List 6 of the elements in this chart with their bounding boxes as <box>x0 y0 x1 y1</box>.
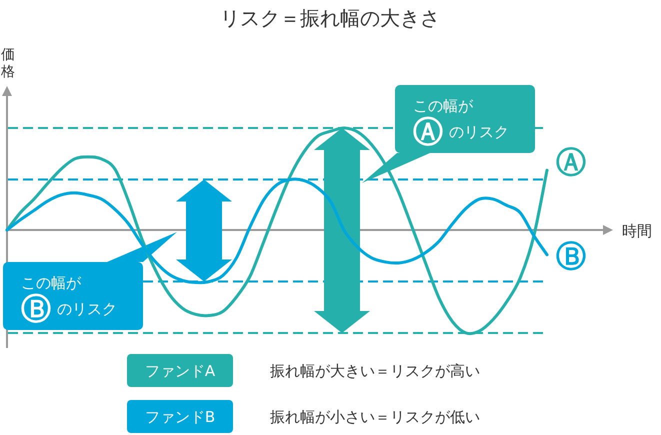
y-axis-title: 価格 <box>0 47 15 80</box>
chart-title: リスク＝振れ幅の大きさ <box>220 6 440 30</box>
x-axis-title: 時間 <box>622 222 652 240</box>
text: 振れ幅が小さい＝リスクが低い <box>270 408 480 426</box>
text: 振れ幅が大きい＝リスクが高い <box>270 362 480 380</box>
legend: ファンドA ファンドB <box>127 354 233 433</box>
